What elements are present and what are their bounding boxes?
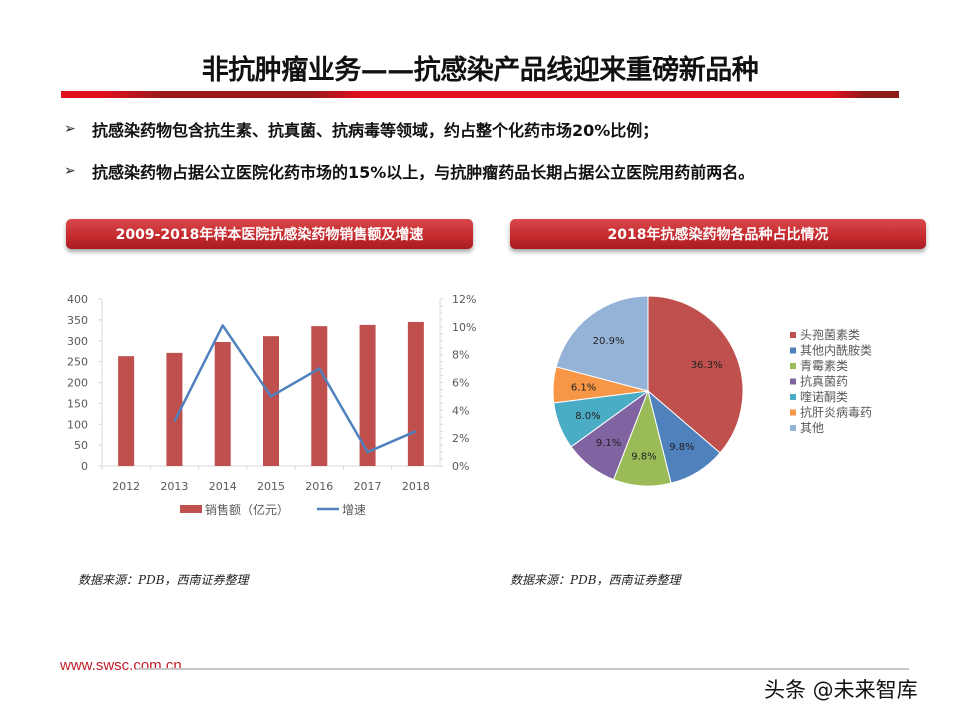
- right-axis-tick: 6%: [452, 377, 469, 390]
- footer-divider: [136, 668, 909, 670]
- x-axis-tick: 2018: [402, 480, 430, 493]
- bar-2017: [359, 324, 376, 466]
- pie-slice-label: 6.1%: [571, 383, 596, 394]
- left-axis-tick: 150: [67, 397, 88, 410]
- x-axis-tick: 2012: [112, 480, 140, 493]
- bar-2013: [166, 352, 183, 466]
- left-axis-tick: 0: [81, 460, 88, 473]
- legend-swatch: [790, 363, 796, 369]
- left-axis-tick: 300: [67, 335, 88, 348]
- legend-swatch: [790, 378, 796, 385]
- bar-2016: [311, 326, 328, 466]
- legend-line-label: 增速: [342, 503, 366, 517]
- x-axis-tick: 2014: [209, 480, 237, 493]
- pie-slice-label: 9.8%: [631, 451, 656, 462]
- legend-bar-label: 销售额（亿元）: [205, 502, 289, 517]
- legend-bar-swatch: [180, 505, 202, 513]
- combo-chart-svg: 0 50 100 150 200 250 300 350 400 0% 2% 4% 6% 8% 10% 12%…: [67, 293, 476, 517]
- right-axis-tick: 10%: [452, 321, 476, 334]
- right-source-note: 数据来源：PDB，西南证券整理: [510, 573, 681, 587]
- arrow-bullet-icon: ➢: [64, 121, 76, 137]
- legend-swatch: [790, 347, 796, 354]
- pie-chart-svg: 36.3% 9.8% 9.8% 9.1% 8.0% 6.1% 20.9% 头孢菌素类其他内酰胺…: [552, 295, 872, 487]
- bullet-item: ➢ 抗感染药物占据公立医院化药市场的15%以上，与抗肿瘤药品长期占据公立医院用药…: [64, 160, 754, 182]
- left-axis-tick: 50: [74, 439, 88, 452]
- left-axis-tick: 400: [67, 293, 88, 306]
- sales-growth-chart: 0 50 100 150 200 250 300 350 400 0% 2% 4% 6% 8% 10% 12%…: [60, 285, 480, 525]
- x-axis-tick: 2017: [354, 480, 382, 493]
- legend-label: 其他内酰胺类: [800, 344, 872, 358]
- bar-2015: [263, 336, 279, 466]
- pie-slice: [647, 295, 744, 454]
- share-pie-chart: 36.3% 9.8% 9.8% 9.1% 8.0% 6.1% 20.9% 头孢菌素类其他内酰胺…: [540, 290, 920, 500]
- legend-swatch: [790, 425, 796, 431]
- pie-slice-label: 9.8%: [669, 442, 694, 453]
- legend-swatch: [790, 394, 796, 400]
- left-axis-tick: 350: [67, 314, 88, 327]
- legend-swatch: [790, 409, 796, 416]
- bar-2014: [214, 342, 231, 466]
- left-chart-header: 2009-2018年样本医院抗感染药物销售额及增速: [66, 219, 473, 249]
- left-axis-tick: 250: [67, 356, 88, 369]
- left-axis-tick: 100: [67, 418, 88, 431]
- arrow-bullet-icon: ➢: [64, 163, 76, 179]
- bullet-text: 抗感染药物占据公立医院化药市场的15%以上，与抗肿瘤药品长期占据公立医院用药前两…: [92, 163, 755, 182]
- pie-slice-label: 9.1%: [596, 438, 621, 449]
- pie-slice-label: 36.3%: [691, 360, 723, 371]
- right-axis-tick: 0%: [452, 460, 469, 473]
- legend-label: 抗真菌药: [800, 374, 848, 389]
- pie-slice: [555, 295, 649, 392]
- watermark: 头条 @未来智库: [764, 678, 918, 702]
- bullet-list: ➢ 抗感染药物包含抗生素、抗真菌、抗病毒等领域，约占整个化药市场20%比例； ➢…: [64, 118, 754, 202]
- title-divider: [61, 91, 899, 98]
- bar-2012: [118, 356, 135, 466]
- x-axis-tick: 2013: [160, 480, 188, 493]
- bullet-text: 抗感染药物包含抗生素、抗真菌、抗病毒等领域，约占整个化药市场20%比例；: [92, 121, 659, 140]
- right-axis-tick: 8%: [452, 349, 469, 362]
- left-source-note: 数据来源：PDB，西南证券整理: [78, 573, 249, 587]
- x-axis-tick: 2015: [257, 480, 285, 493]
- growth-line: [173, 324, 417, 454]
- right-axis-tick: 2%: [452, 432, 469, 445]
- legend-swatch: [790, 332, 796, 338]
- right-axis-tick: 12%: [452, 293, 476, 306]
- slide-title: 非抗肿瘤业务——抗感染产品线迎来重磅新品种: [201, 55, 759, 86]
- right-chart-header: 2018年抗感染药物各品种占比情况: [510, 219, 926, 249]
- legend-label: 喹诺酮类: [800, 389, 848, 404]
- x-axis-tick: 2016: [305, 480, 333, 493]
- bullet-item: ➢ 抗感染药物包含抗生素、抗真菌、抗病毒等领域，约占整个化药市场20%比例；: [64, 118, 754, 140]
- footer-url[interactable]: www.swsc.com.cn: [60, 657, 182, 674]
- legend-label: 头孢菌素类: [800, 328, 860, 342]
- right-axis-tick: 4%: [452, 404, 469, 417]
- left-axis-tick: 200: [67, 377, 88, 390]
- legend-label: 其他: [800, 421, 824, 435]
- pie-slice-label: 8.0%: [575, 411, 600, 422]
- pie-slice-label: 20.9%: [593, 336, 625, 347]
- legend-label: 抗肝炎病毒药: [800, 405, 872, 420]
- bar-2018: [407, 321, 424, 466]
- legend-label: 青霉素类: [800, 359, 848, 373]
